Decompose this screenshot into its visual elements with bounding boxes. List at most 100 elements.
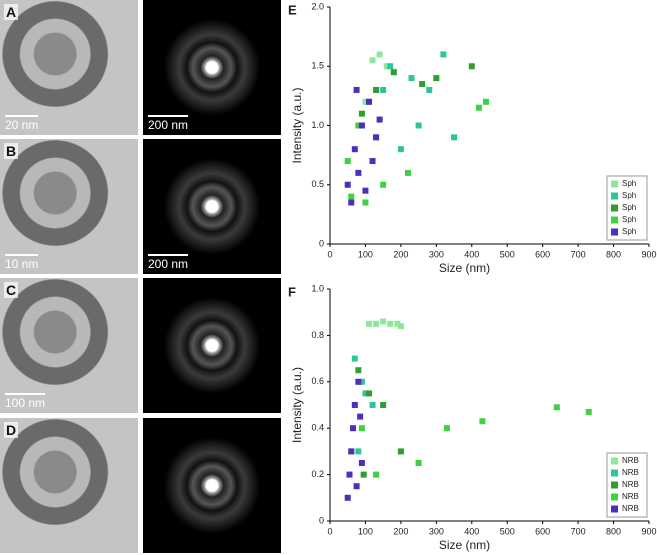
point xyxy=(553,404,560,411)
point xyxy=(353,86,360,93)
point xyxy=(408,75,415,82)
y-axis-label: Intensity (a.u.) xyxy=(290,87,304,163)
point xyxy=(404,169,411,176)
point xyxy=(451,134,458,141)
point xyxy=(362,98,369,105)
point xyxy=(373,471,380,478)
y-tick-label: 0.8 xyxy=(311,330,324,340)
point xyxy=(344,181,351,188)
scale-bar: 200 nm xyxy=(148,254,189,271)
y-tick-label: 0.6 xyxy=(311,376,324,386)
legend-label: Sph xyxy=(622,191,636,200)
y-axis-label: Intensity (a.u.) xyxy=(290,367,304,443)
micrograph xyxy=(143,139,281,274)
point xyxy=(362,199,369,206)
x-tick-label: 0 xyxy=(327,526,332,536)
point xyxy=(387,320,394,327)
legend-swatch xyxy=(611,192,618,200)
micrograph xyxy=(143,278,281,413)
scale-bar: 10 nm xyxy=(5,254,39,271)
panel-label: C xyxy=(4,282,19,298)
point xyxy=(380,86,387,93)
scale-bar: 100 nm xyxy=(5,393,46,410)
x-axis-label: Size (nm) xyxy=(439,538,490,552)
legend-swatch xyxy=(611,204,618,212)
point xyxy=(348,199,355,206)
panel-label: A xyxy=(4,4,19,20)
scale-bar: 20 nm xyxy=(5,115,39,132)
legend-label: NRB xyxy=(622,480,639,489)
point xyxy=(369,158,376,165)
point xyxy=(390,69,397,76)
point xyxy=(373,86,380,93)
point xyxy=(376,51,383,58)
point xyxy=(353,483,360,490)
point xyxy=(419,81,426,88)
micrograph xyxy=(0,0,138,135)
legend-swatch xyxy=(611,216,618,224)
x-tick-label: 700 xyxy=(571,526,586,536)
x-tick-label: 200 xyxy=(393,526,408,536)
point xyxy=(355,169,362,176)
panel-label: B xyxy=(4,143,19,159)
point xyxy=(355,378,362,385)
point xyxy=(585,408,592,415)
point xyxy=(348,193,355,200)
legend-label: Sph xyxy=(622,227,636,236)
point xyxy=(415,122,422,129)
x-tick-label: 500 xyxy=(500,249,515,259)
legend-label: NRB xyxy=(622,468,639,477)
point xyxy=(468,63,475,70)
point xyxy=(369,402,376,408)
legend-label: Sph xyxy=(622,215,636,224)
x-tick-label: 200 xyxy=(393,249,408,259)
legend-label: NRB xyxy=(622,492,639,501)
x-tick-label: 0 xyxy=(327,249,332,259)
legend-label: Sph xyxy=(622,179,636,188)
x-tick-label: 300 xyxy=(429,526,444,536)
point xyxy=(362,390,369,397)
point xyxy=(380,402,387,408)
micrograph xyxy=(143,418,281,553)
point xyxy=(397,146,404,153)
point xyxy=(362,187,369,194)
point xyxy=(346,471,353,478)
point xyxy=(358,425,365,432)
legend-label: NRB xyxy=(622,504,639,513)
point xyxy=(373,134,380,141)
legend-swatch xyxy=(611,481,618,489)
legend-swatch xyxy=(611,505,618,513)
x-tick-label: 800 xyxy=(606,526,621,536)
point xyxy=(380,181,387,188)
point xyxy=(355,448,362,455)
x-tick-label: 900 xyxy=(641,249,656,259)
y-tick-label: 1.0 xyxy=(311,120,324,130)
legend-swatch xyxy=(611,469,618,477)
point xyxy=(387,63,394,70)
point xyxy=(351,355,358,362)
x-tick-label: 900 xyxy=(641,526,656,536)
y-tick-label: 2.0 xyxy=(311,1,324,11)
point xyxy=(443,425,450,432)
x-tick-label: 100 xyxy=(358,526,373,536)
point xyxy=(433,75,440,82)
point xyxy=(479,418,486,425)
point xyxy=(344,494,351,501)
x-tick-label: 600 xyxy=(535,526,550,536)
point xyxy=(358,378,365,385)
x-tick-label: 400 xyxy=(464,526,479,536)
y-tick-label: 0.2 xyxy=(311,469,324,479)
x-tick-label: 700 xyxy=(571,249,586,259)
point xyxy=(373,320,380,327)
point xyxy=(415,460,422,466)
x-tick-label: 300 xyxy=(429,249,444,259)
point xyxy=(365,320,372,327)
point xyxy=(365,390,372,397)
micrograph xyxy=(0,418,138,553)
point xyxy=(397,323,404,330)
point xyxy=(348,448,355,455)
point xyxy=(440,51,447,58)
y-tick-label: 0.4 xyxy=(311,423,324,433)
y-tick-label: 0.5 xyxy=(311,179,324,189)
legend-label: NRB xyxy=(622,456,639,465)
